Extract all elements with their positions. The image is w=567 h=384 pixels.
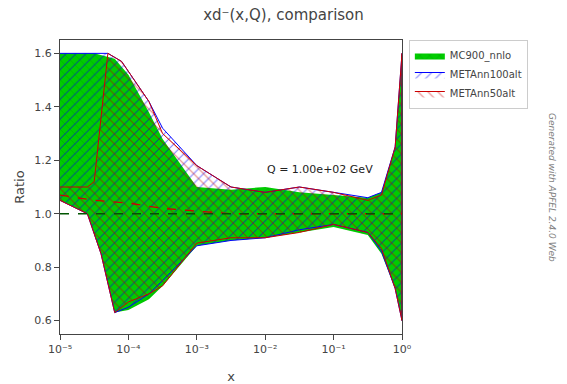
svg-text:10⁻⁴: 10⁻⁴ [116, 343, 141, 356]
svg-text:10⁰: 10⁰ [393, 343, 412, 356]
svg-text:0.6: 0.6 [34, 314, 52, 327]
svg-text:METAnn50alt: METAnn50alt [450, 88, 515, 99]
svg-text:10⁻¹: 10⁻¹ [321, 343, 345, 356]
svg-text:MC900_nnlo: MC900_nnlo [450, 50, 511, 62]
svg-text:Ratio: Ratio [12, 170, 27, 203]
svg-text:10⁻⁵: 10⁻⁵ [48, 343, 72, 356]
svg-text:xd⁻(x,Q), comparison: xd⁻(x,Q), comparison [203, 6, 364, 24]
svg-text:x: x [227, 369, 235, 384]
svg-text:1.4: 1.4 [34, 101, 52, 114]
svg-text:Q = 1.00e+02 GeV: Q = 1.00e+02 GeV [267, 163, 373, 176]
svg-text:1.2: 1.2 [34, 154, 52, 167]
svg-text:10⁻³: 10⁻³ [185, 343, 209, 356]
svg-text:1.0: 1.0 [34, 208, 52, 221]
svg-text:METAnn100alt: METAnn100alt [450, 69, 522, 80]
svg-text:0.8: 0.8 [34, 261, 52, 274]
svg-text:10⁻²: 10⁻² [253, 343, 277, 356]
svg-text:Generated with APFEL 2.4.0 Web: Generated with APFEL 2.4.0 Web [547, 113, 557, 262]
svg-text:1.6: 1.6 [34, 47, 52, 60]
